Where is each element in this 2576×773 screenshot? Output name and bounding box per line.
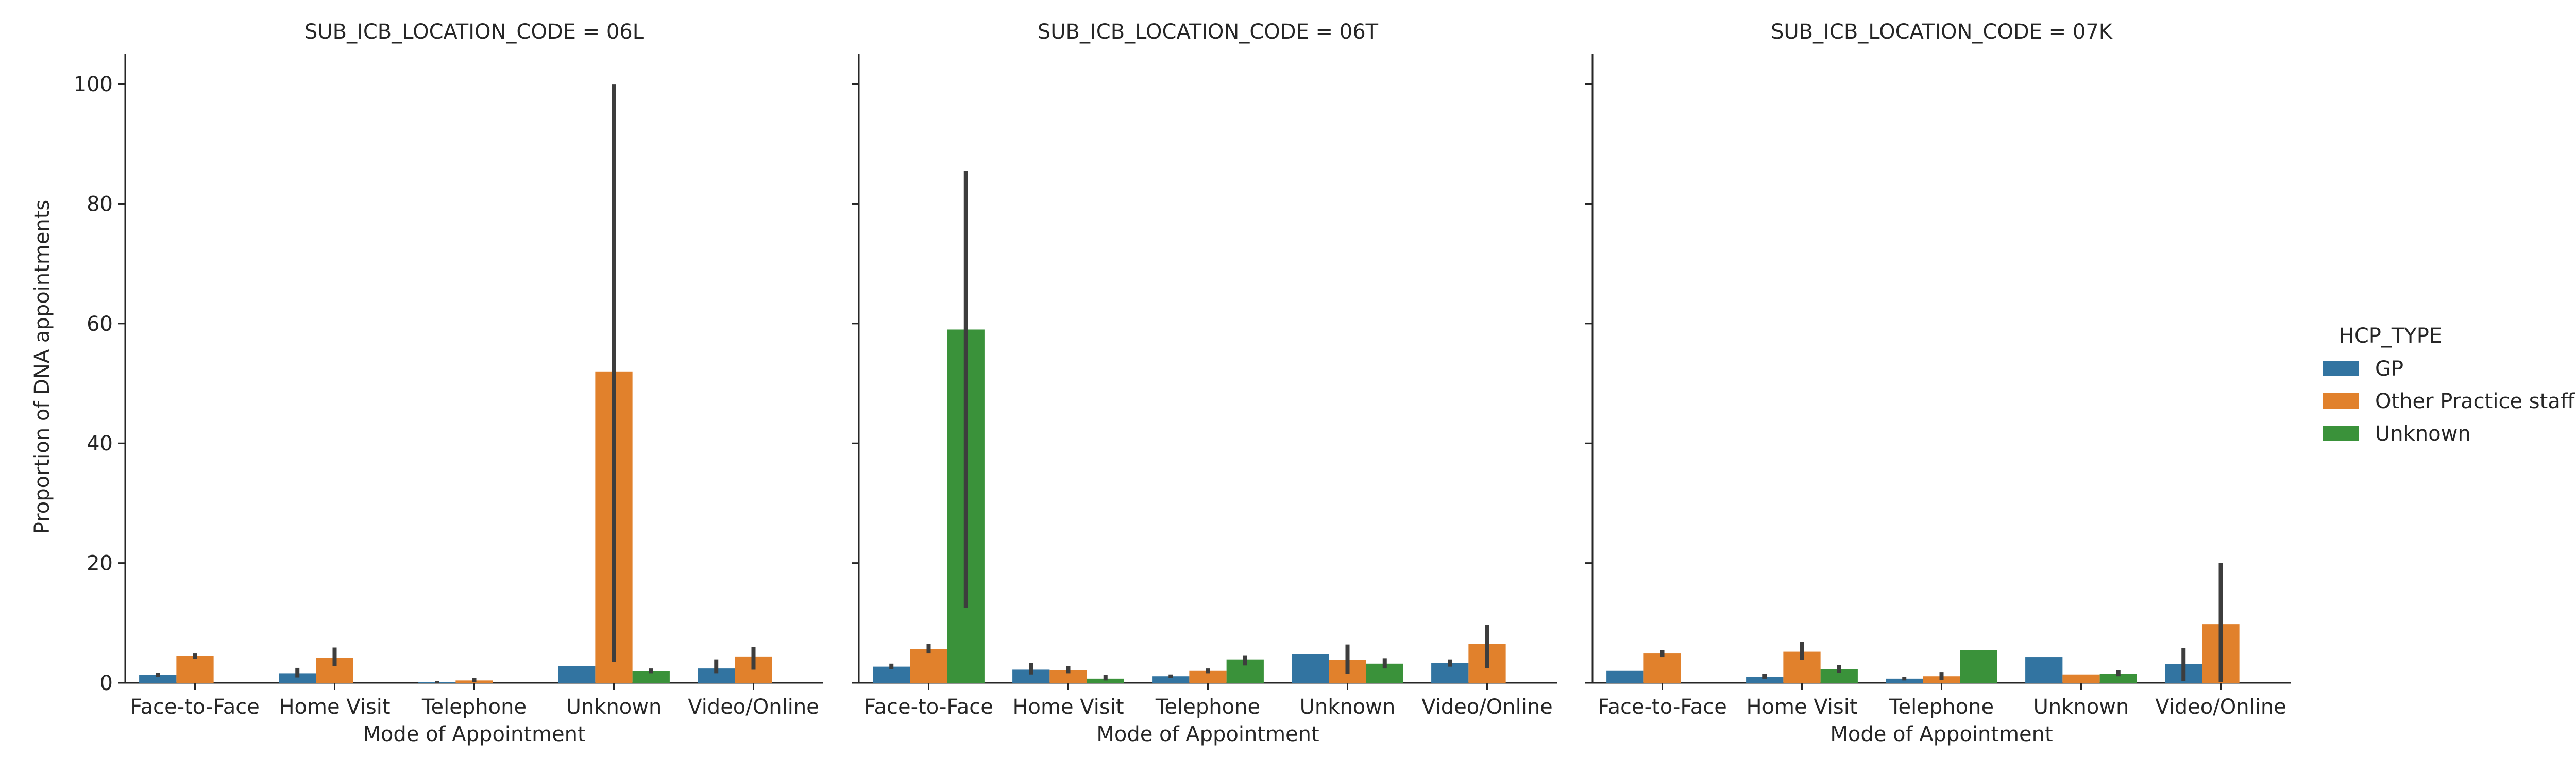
bar-other-practice-staff-telephone xyxy=(1189,670,1227,683)
panel-2: SUB_ICB_LOCATION_CODE = 07K Face-to-Face H… xyxy=(1585,20,2291,746)
x-tick-label: Home Visit xyxy=(1012,695,1124,719)
y-tick-label: 40 xyxy=(87,432,113,456)
x-tick-label: Home Visit xyxy=(1746,695,1857,719)
x-tick-label: Face-to-Face xyxy=(864,695,993,719)
bar-gp-telephone xyxy=(1886,678,1923,683)
bar-gp-face-to-face xyxy=(873,666,910,683)
x-tick-label: Face-to-Face xyxy=(1598,695,1727,719)
bar-other-practice-staff-face-to-face xyxy=(1643,653,1681,683)
legend-title: HCP_TYPE xyxy=(2339,324,2442,348)
panel-1: SUB_ICB_LOCATION_CODE = 06T Face-to-Face H… xyxy=(852,20,1557,746)
bar-gp-unknown xyxy=(558,666,596,683)
bar-gp-telephone xyxy=(1152,676,1190,683)
y-axis-label: Proportion of DNA appointments xyxy=(30,200,54,534)
panel-title: SUB_ICB_LOCATION_CODE = 07K xyxy=(1771,20,2113,44)
panel-title: SUB_ICB_LOCATION_CODE = 06L xyxy=(304,20,645,44)
x-tick-label: Video/Online xyxy=(1421,695,1553,719)
bar-unknown-telephone xyxy=(1960,650,1997,683)
x-tick-label: Telephone xyxy=(1155,695,1260,719)
x-tick-label: Video/Online xyxy=(2155,695,2286,719)
x-tick-label: Telephone xyxy=(1889,695,1994,719)
legend-label-other-practice-staff: Other Practice staff xyxy=(2375,390,2575,413)
bar-unknown-home-visit xyxy=(1087,678,1124,683)
legend-swatch-gp xyxy=(2323,361,2359,376)
panel-title: SUB_ICB_LOCATION_CODE = 06T xyxy=(1038,20,1379,44)
x-tick-label: Home Visit xyxy=(279,695,390,719)
legend-label-gp: GP xyxy=(2375,357,2403,381)
x-axis-label: Mode of Appointment xyxy=(1830,722,2053,746)
legend-swatch-unknown xyxy=(2323,426,2359,441)
bar-gp-face-to-face xyxy=(1606,670,1644,683)
bar-unknown-unknown xyxy=(632,671,670,683)
x-tick-label: Video/Online xyxy=(688,695,819,719)
x-tick-label: Unknown xyxy=(566,695,662,719)
bar-unknown-unknown xyxy=(2099,674,2137,683)
x-tick-label: Telephone xyxy=(421,695,527,719)
bar-gp-unknown xyxy=(1292,654,1329,683)
bar-gp-home-visit xyxy=(1746,677,1784,683)
bar-other-practice-staff-face-to-face xyxy=(910,649,947,683)
legend-label-unknown: Unknown xyxy=(2375,422,2471,446)
bar-gp-face-to-face xyxy=(139,675,177,683)
x-tick-label: Face-to-Face xyxy=(130,695,260,719)
panel-0: SUB_ICB_LOCATION_CODE = 06L 0 20 40 60 80 100 F… xyxy=(74,20,823,746)
x-tick-label: Unknown xyxy=(1300,695,1396,719)
bar-other-practice-staff-unknown xyxy=(2062,674,2100,683)
y-tick-label: 0 xyxy=(100,671,113,695)
bar-gp-home-visit xyxy=(279,673,316,683)
x-axis-label: Mode of Appointment xyxy=(363,722,585,746)
legend: HCP_TYPE GP Other Practice staff Unknown xyxy=(2323,324,2575,446)
bar-other-practice-staff-face-to-face xyxy=(176,656,214,683)
y-tick-label: 60 xyxy=(87,312,113,336)
x-tick-label: Unknown xyxy=(2033,695,2129,719)
y-tick-label: 20 xyxy=(87,552,113,576)
y-tick-label: 80 xyxy=(87,192,113,216)
x-axis-label: Mode of Appointment xyxy=(1096,722,1319,746)
bar-gp-unknown xyxy=(2025,657,2063,683)
y-tick-label: 100 xyxy=(74,73,113,96)
legend-swatch-other-practice-staff xyxy=(2323,393,2359,409)
